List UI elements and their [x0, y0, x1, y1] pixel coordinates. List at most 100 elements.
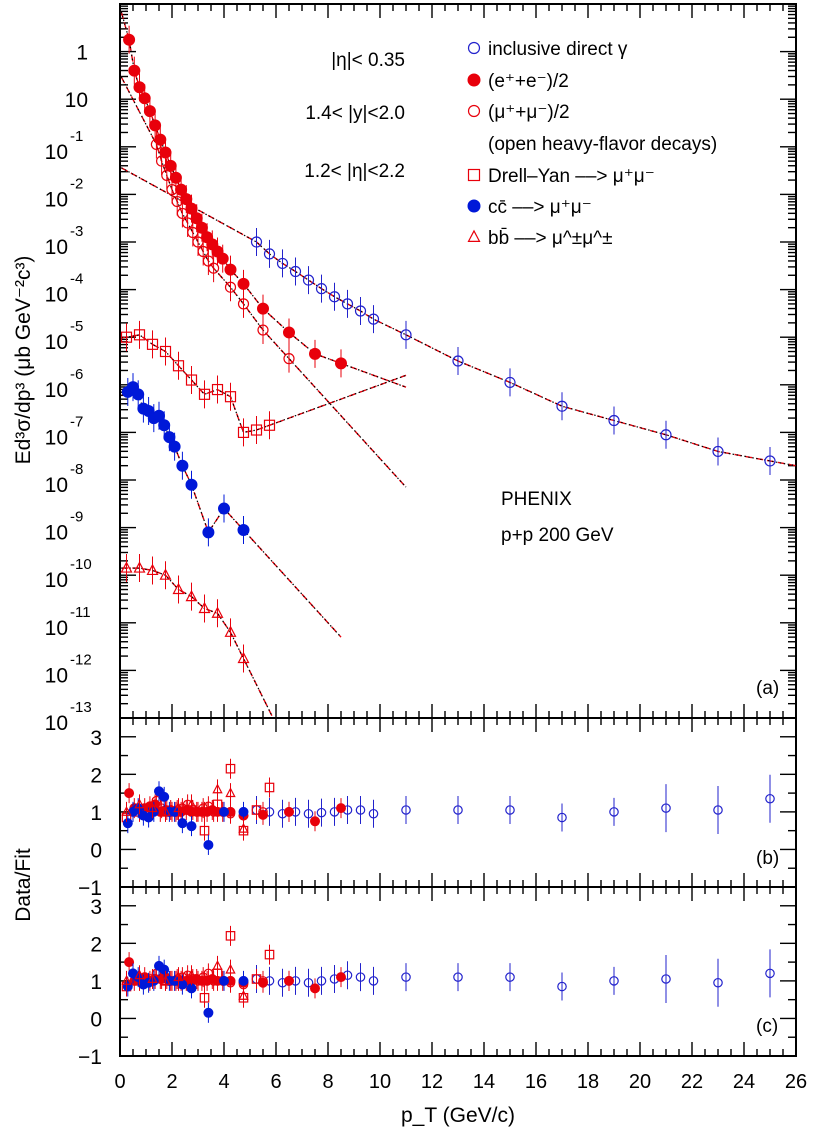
- y-tick-label: 3: [90, 896, 102, 919]
- ratio-point: [368, 808, 379, 819]
- x-tick-label: 18: [577, 1071, 599, 1093]
- data-point: [608, 414, 620, 427]
- legend-label-direct-photon: inclusive direct γ: [488, 39, 628, 60]
- ratio-point: [316, 807, 327, 818]
- data-point: [149, 119, 162, 132]
- ratio-point: [258, 976, 268, 986]
- data-point: [237, 523, 250, 536]
- data-point: [150, 138, 162, 151]
- data-point: [400, 329, 412, 341]
- ratio-point: [355, 972, 366, 982]
- panel-c-y-tick-labels: −1 0 1 2 3: [78, 896, 102, 1069]
- data-point: [132, 388, 145, 401]
- ratio-point: [264, 782, 275, 793]
- ratio-point: [557, 812, 567, 823]
- data-point: [315, 283, 328, 295]
- data-point: [159, 345, 172, 358]
- ratio-point: [238, 990, 249, 1000]
- y-tick-label: −1: [78, 1046, 102, 1069]
- data-point: [224, 625, 237, 637]
- x-tick-label: 14: [473, 1071, 495, 1093]
- ratio-point: [177, 818, 188, 829]
- data-point: [556, 400, 568, 412]
- data-point: [133, 329, 146, 341]
- ratio-point: [121, 974, 132, 985]
- ratio-point: [251, 805, 262, 815]
- fit-curve-dotted: [121, 567, 273, 717]
- y-tick-label: −1: [78, 877, 102, 900]
- ratio-point: [661, 803, 671, 813]
- y-tick-label: 1: [76, 42, 88, 65]
- data-point: [216, 252, 229, 265]
- ratio-point: [368, 976, 379, 986]
- ratio-point: [212, 799, 223, 810]
- ratio-point: [661, 974, 671, 984]
- ratio-point: [173, 802, 184, 813]
- x-tick-label: 2: [166, 1071, 177, 1093]
- ratio-point: [134, 798, 145, 809]
- ratio-point: [186, 821, 197, 832]
- data-point: [161, 169, 173, 181]
- legend-label-bottom: bb̄ ––> μ^±μ^±: [488, 228, 613, 249]
- ratio-point: [264, 949, 275, 960]
- ratio-point: [173, 971, 184, 982]
- y-tick-label: 2: [90, 933, 102, 956]
- ratio-point: [198, 803, 208, 813]
- data-point: [146, 563, 159, 576]
- x-tick-label: 10: [369, 1071, 391, 1093]
- ratio-point: [124, 957, 135, 968]
- data-point: [218, 502, 230, 515]
- ratio-point: [121, 805, 132, 816]
- y-tick-label: 1: [90, 802, 102, 825]
- legend: inclusive direct γ (e⁺+e⁻)/2 (μ⁺+μ⁻)/2 (…: [467, 39, 717, 249]
- legend-label-open-heavy-flavor: (open heavy-flavor decays): [488, 134, 717, 155]
- y-tick-exponent: -5: [70, 318, 83, 335]
- data-point: [120, 561, 133, 573]
- data-point: [176, 459, 189, 472]
- y-axis-title-ratio: Data/Fit: [12, 848, 35, 922]
- data-point: [276, 257, 289, 270]
- data-point: [237, 426, 250, 438]
- y-tick-exponent: -13: [70, 699, 92, 716]
- ratio-point: [316, 976, 327, 986]
- x-tick-label: 0: [114, 1071, 125, 1093]
- ratio-point: [203, 1007, 214, 1018]
- data-point: [237, 277, 250, 290]
- y-tick-label: 10: [45, 664, 68, 687]
- y-tick-exponent: -9: [70, 509, 83, 526]
- ratio-point: [199, 992, 210, 1003]
- data-point: [211, 606, 224, 618]
- data-point: [504, 376, 516, 389]
- fit-curves: [120, 11, 797, 717]
- ratio-point: [212, 783, 223, 794]
- ratio-point: [225, 763, 236, 774]
- ratio-point: [453, 805, 463, 815]
- y-tick-label: 10: [45, 426, 68, 449]
- ratio-point: [225, 787, 236, 798]
- data-point: [237, 298, 250, 310]
- data-point: [250, 424, 263, 436]
- legend-marker: [467, 229, 481, 242]
- y-tick-label: 10: [45, 141, 68, 164]
- x-axis-title: p_T (GeV/c): [401, 1104, 515, 1127]
- data-point: [198, 388, 211, 400]
- ratio-point: [336, 803, 346, 814]
- data-point: [257, 302, 269, 315]
- data-point: [712, 445, 724, 458]
- data-point: [133, 81, 146, 94]
- panel-a-y-tick-labels: 11010-110-210-310-410-510-610-710-810-91…: [45, 42, 92, 735]
- fit-curve-dashed: [121, 567, 273, 717]
- ratio-point: [147, 973, 158, 983]
- ratio-point: [225, 931, 236, 941]
- y-tick-label: 10: [45, 474, 68, 497]
- ratio-point: [160, 974, 171, 985]
- ratio-point: [401, 805, 411, 815]
- ratio-point: [159, 964, 170, 975]
- y-tick-label: 0: [90, 1008, 102, 1031]
- y-tick-exponent: -12: [70, 651, 92, 668]
- ratio-point: [303, 977, 314, 988]
- data-point: [250, 236, 263, 248]
- ratio-point: [124, 788, 135, 799]
- y-tick-exponent: -7: [70, 413, 83, 430]
- ratio-point: [186, 969, 197, 980]
